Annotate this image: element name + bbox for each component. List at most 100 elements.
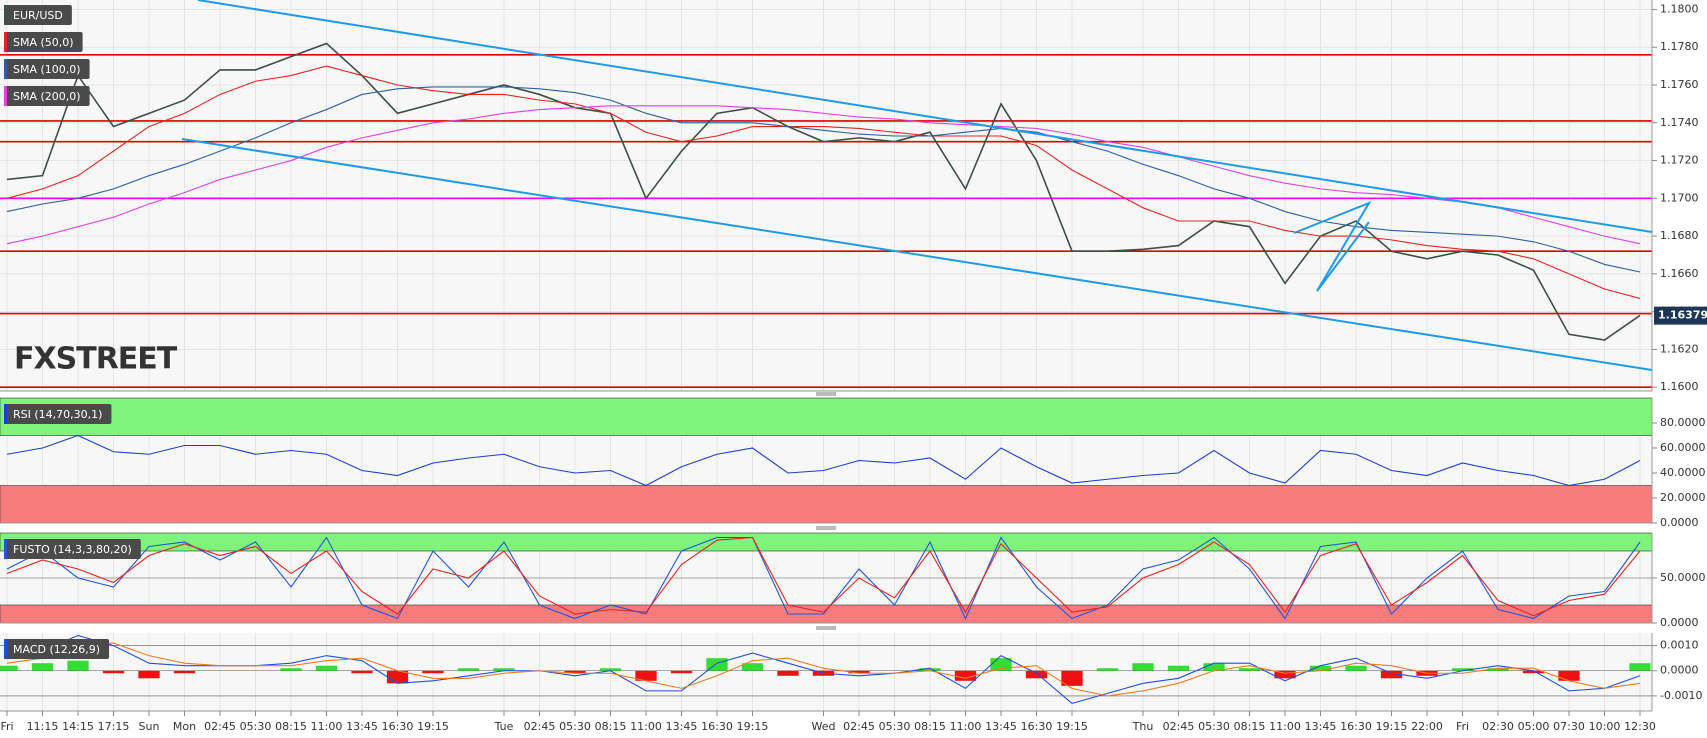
x-tick-label: 02:45 xyxy=(204,720,236,733)
legend-box xyxy=(4,86,90,106)
histogram-bar xyxy=(1487,668,1509,671)
legend-box xyxy=(4,639,110,659)
histogram-bar xyxy=(1522,670,1545,674)
panel-grips xyxy=(816,392,836,630)
x-tick-label: 17:15 xyxy=(98,720,130,733)
x-tick-label: 05:30 xyxy=(559,720,591,733)
y-tick-label: 0.0000 xyxy=(1660,664,1699,677)
histogram-bar xyxy=(1345,665,1367,671)
series-line xyxy=(6,65,1641,299)
x-tick-label: 11:00 xyxy=(311,720,343,733)
histogram-bar xyxy=(919,668,941,671)
legend-box xyxy=(4,404,112,424)
histogram-bar xyxy=(1309,665,1332,671)
histogram-bar xyxy=(1061,670,1083,686)
x-tick-label: 11:00 xyxy=(1269,720,1301,733)
histogram-bar xyxy=(1203,663,1225,671)
y-tick-label: 1.1740 xyxy=(1660,116,1699,129)
y-tick-label: 40.0000 xyxy=(1660,466,1706,479)
histogram-bar xyxy=(1238,668,1261,671)
x-tick-label: 05:30 xyxy=(1198,720,1230,733)
x-tick-label: 07:30 xyxy=(1553,720,1585,733)
band xyxy=(0,604,1653,624)
histogram-bar xyxy=(741,663,764,671)
watermark: FXSTREET xyxy=(14,342,178,377)
y-tick-label: 1.1600 xyxy=(1660,380,1699,393)
x-tick-label: 16:30 xyxy=(701,720,733,733)
x-tick-label: 13:45 xyxy=(346,720,378,733)
legend-swatch xyxy=(4,5,7,25)
y-tick-label: 1.1780 xyxy=(1660,40,1699,53)
histogram-bar xyxy=(1167,665,1190,671)
x-tick-label: 16:30 xyxy=(382,720,414,733)
histogram-bar xyxy=(67,660,89,671)
x-tick-label: 11:00 xyxy=(950,720,982,733)
x-tick-label: 02:45 xyxy=(1163,720,1195,733)
y-tick-label: 1.1620 xyxy=(1660,342,1699,355)
histogram-bar xyxy=(635,670,657,681)
histogram-bar xyxy=(670,670,693,674)
histogram-bar xyxy=(1025,670,1048,679)
x-tick-label: 19:15 xyxy=(1376,720,1408,733)
y-tick-label: 1.1800 xyxy=(1660,2,1699,15)
y-tick-label: 1.1680 xyxy=(1660,229,1699,242)
histogram-bar xyxy=(848,670,870,674)
legend-swatch xyxy=(4,404,7,424)
legend-label: MACD (12,26,9) xyxy=(13,643,100,656)
y-tick-label: -0.0010 xyxy=(1660,689,1702,702)
x-tick-label: Fri xyxy=(0,720,13,733)
y-tick-label: 20.0000 xyxy=(1660,491,1706,504)
legend-box xyxy=(4,59,90,79)
histogram-bar xyxy=(351,670,373,674)
x-tick-label: 02:45 xyxy=(843,720,875,733)
x-tick-label: Mon xyxy=(173,720,196,733)
y-tick-label: 0.0010 xyxy=(1660,639,1699,652)
x-tick-label: Sun xyxy=(139,720,160,733)
pennant xyxy=(1293,200,1372,292)
histogram-bar xyxy=(1558,670,1580,681)
band xyxy=(0,485,1653,524)
y-tick-label: 1.1720 xyxy=(1660,154,1699,167)
legend-swatch xyxy=(4,539,7,559)
histogram-bar xyxy=(0,665,18,671)
y-tick-label: 0.0000 xyxy=(1660,616,1699,629)
x-tick-label: 08:15 xyxy=(275,720,307,733)
legend-swatch xyxy=(4,32,7,52)
legend-label: RSI (14,70,30,1) xyxy=(13,408,102,421)
histogram-bar xyxy=(315,665,338,671)
trend-line xyxy=(197,0,1653,233)
series-line xyxy=(6,536,1641,617)
x-tick-label: 16:30 xyxy=(1340,720,1372,733)
x-tick-label: 11:15 xyxy=(27,720,59,733)
series-line xyxy=(6,642,1641,697)
legend-label: SMA (200,0) xyxy=(13,90,81,103)
drawings: FXSTREET xyxy=(14,0,1653,630)
histogram-bar xyxy=(280,668,302,671)
series-line xyxy=(6,434,1641,487)
y-tick-label: 60.0000 xyxy=(1660,441,1706,454)
x-tick-label: 02:30 xyxy=(1482,720,1514,733)
histogram-bar xyxy=(1380,670,1403,679)
band xyxy=(0,397,1653,436)
x-tick-label: 08:15 xyxy=(914,720,946,733)
x-tick-label: 05:30 xyxy=(240,720,272,733)
x-tick-label: 12:30 xyxy=(1624,720,1656,733)
legend-box xyxy=(4,32,83,52)
series-line xyxy=(6,86,1641,273)
y-tick-label: 1.1760 xyxy=(1660,78,1699,91)
histogram-bar xyxy=(1132,663,1154,671)
x-tick-label: 13:45 xyxy=(666,720,698,733)
x-tick-label: Tue xyxy=(494,720,514,733)
series-line xyxy=(6,634,1641,705)
y-tick-label: 1.1700 xyxy=(1660,191,1699,204)
series-line xyxy=(6,536,1641,620)
histogram-bar xyxy=(138,670,160,679)
histogram-bar xyxy=(564,670,586,674)
y-tick-label: 80.0000 xyxy=(1660,416,1706,429)
legend-swatch xyxy=(4,86,7,106)
legend-swatch xyxy=(4,639,7,659)
histogram-bar xyxy=(31,663,54,671)
legend-label: EUR/USD xyxy=(13,9,63,22)
histogram-bar xyxy=(173,670,196,674)
